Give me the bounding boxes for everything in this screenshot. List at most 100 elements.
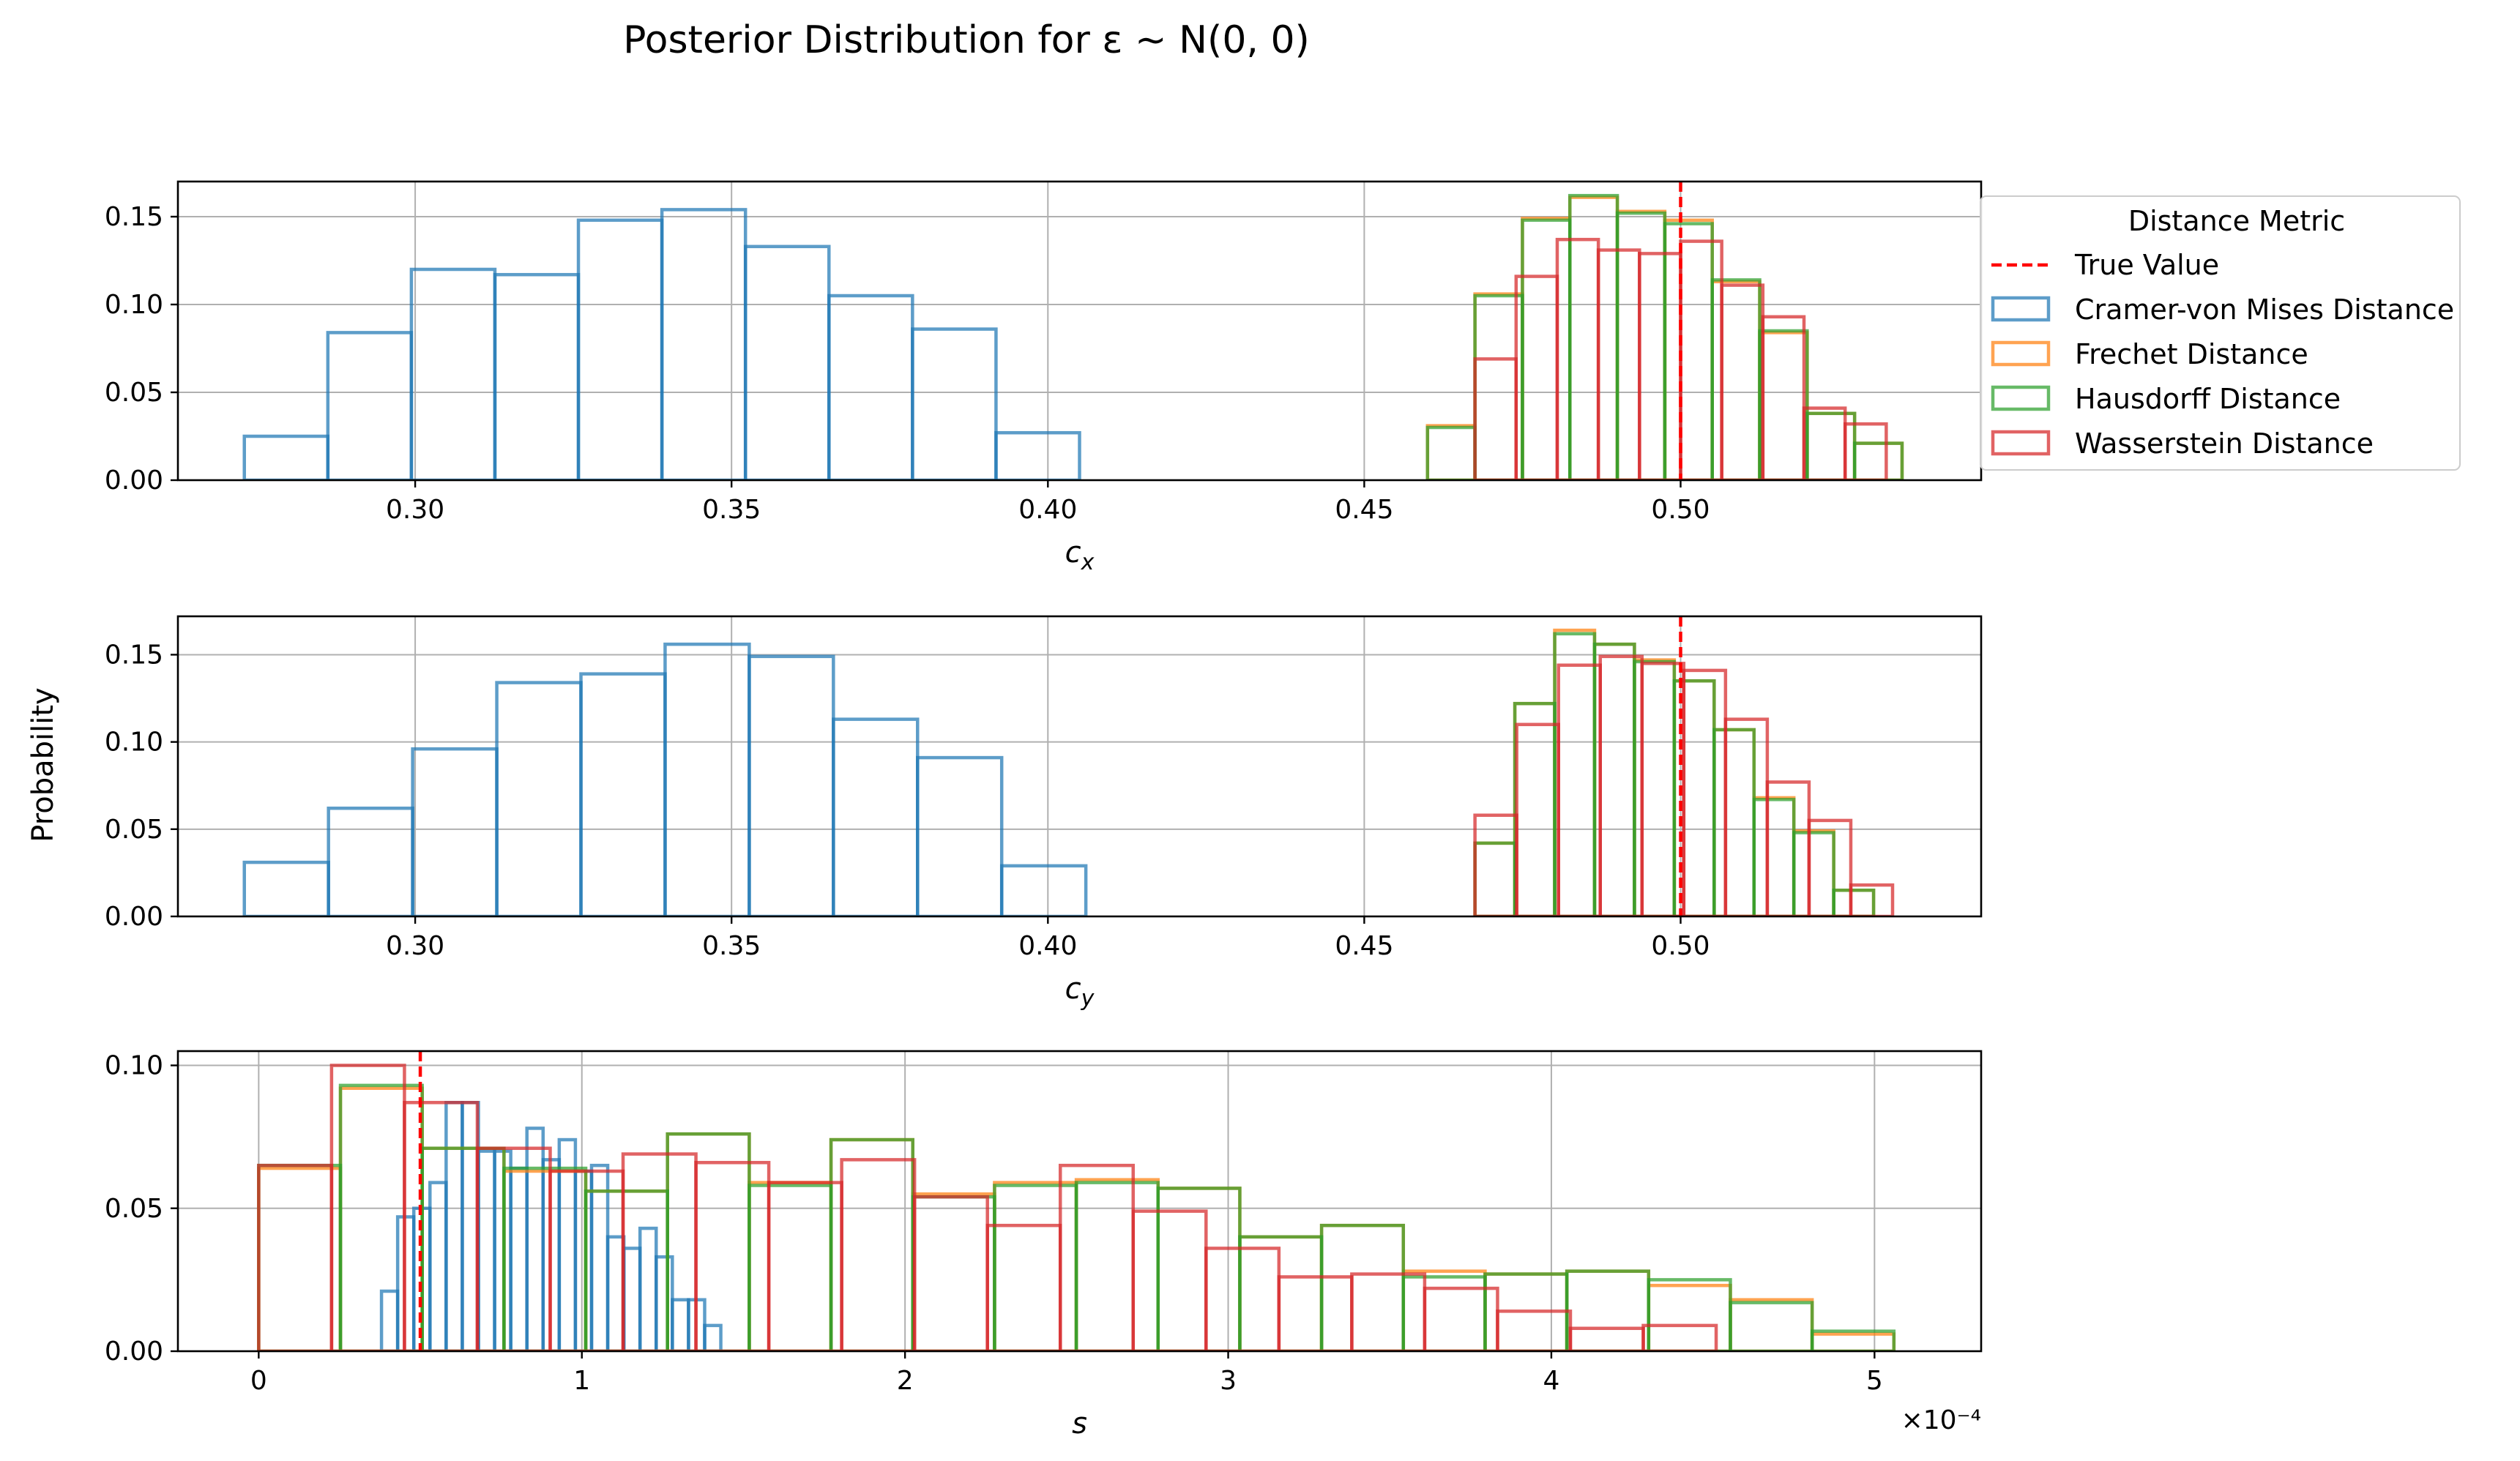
histogram-bar [1710, 278, 1762, 480]
figure-title: Posterior Distribution for ε ~ N(0, 0) [623, 18, 1310, 62]
histogram-bar [1641, 1323, 1718, 1351]
histogram-bar [1710, 280, 1762, 480]
histogram-bar [1555, 237, 1600, 480]
histogram-bar [666, 1132, 751, 1351]
histogram-bar [621, 1152, 698, 1351]
histogram-bar [257, 1163, 343, 1351]
histogram-bar [1513, 701, 1557, 916]
legend-label: Hausdorff Distance [2075, 383, 2341, 415]
y-tick-label: 0.05 [105, 1194, 163, 1224]
legend-entry: Cramer-von Mises Distance [1991, 294, 2454, 326]
histogram-bar [1720, 283, 1765, 480]
legend-entries: True Value Cramer-von Mises Distance Frech… [1991, 249, 2454, 460]
histogram-bar [999, 864, 1088, 916]
x-tick-label: 0 [250, 1366, 267, 1396]
legend-entry: Wasserstein Distance [1991, 427, 2374, 460]
histogram-bar [660, 208, 748, 480]
histogram-bar [666, 1132, 751, 1351]
panel-1: 0.30 0.35 0.40 0.45 0.50 0.00 0.05 0.10 0.15 cx [105, 180, 1983, 575]
x-tick-label: 5 [1866, 1366, 1883, 1396]
x-tick-label: 0.45 [1335, 495, 1393, 525]
histogram-bar [916, 755, 1004, 916]
histogram-bar [1058, 1163, 1136, 1351]
histogram-bar [1473, 841, 1517, 916]
y-tick-label: 0.10 [105, 290, 163, 320]
histogram-bar [1852, 441, 1904, 480]
x-tick-label: 0.35 [702, 931, 761, 961]
histogram-bar [379, 1289, 400, 1351]
panel-2: 0.30 0.35 0.40 0.45 0.50 0.00 0.05 0.10 0.15 cy [105, 615, 1983, 1012]
histogram-bar [1729, 1298, 1814, 1351]
y-tick-label: 0.10 [105, 728, 163, 758]
histogram-bar [1074, 1178, 1160, 1351]
histogram-bar [1204, 1247, 1281, 1351]
x-tick-label: 0.50 [1651, 931, 1710, 961]
histogram-bar [911, 327, 998, 480]
histogram-bar [1425, 425, 1477, 480]
histogram-bar [579, 672, 667, 916]
histogram-bar [1647, 1278, 1732, 1351]
x-tick-label: 0.50 [1651, 495, 1710, 525]
histogram-bar [985, 1223, 1062, 1351]
histogram-bar [1682, 668, 1728, 916]
histogram-bar [1553, 632, 1597, 916]
histogram-bar [993, 1184, 1078, 1351]
histogram-bar [444, 1101, 464, 1351]
histogram-bar [703, 1323, 723, 1351]
histogram-bar [576, 218, 664, 480]
histogram-bar [1729, 1301, 1814, 1351]
histogram-bar [840, 1158, 917, 1351]
x-axis-label: cy [1065, 972, 1095, 1012]
histogram-bar [655, 1255, 674, 1351]
histogram-bar [1473, 841, 1517, 916]
histogram-bar [1663, 218, 1714, 480]
histogram-bar [1238, 1235, 1324, 1351]
histogram-bar [1513, 701, 1557, 916]
histogram-bar [257, 1166, 343, 1351]
histogram-bar [911, 1195, 996, 1351]
legend-box-swatch [1991, 340, 2051, 367]
legend-label: Wasserstein Distance [2075, 427, 2374, 460]
histogram-bar [994, 430, 1081, 480]
histogram-bar [827, 294, 914, 480]
histogram-bar [1752, 796, 1796, 916]
y-tick-label: 0.15 [105, 640, 163, 670]
histogram-bar [1832, 888, 1876, 916]
histogram-bar [1553, 628, 1597, 916]
histogram-bar [1792, 831, 1835, 916]
histogram-bar [1521, 218, 1572, 480]
x-axis-label: cx [1065, 536, 1095, 575]
legend-box [1980, 195, 2461, 471]
histogram-bars [242, 193, 1904, 480]
legend-box-swatch [1991, 296, 2051, 322]
histogram-bar [493, 272, 581, 480]
histogram-bar [1277, 1275, 1354, 1351]
histogram-bar [1473, 357, 1518, 480]
histogram-bar [1425, 424, 1477, 480]
histogram-bar [573, 1169, 594, 1351]
legend-label: Frechet Distance [2075, 338, 2308, 370]
histogram-bar [1761, 315, 1806, 480]
histogram-bar [411, 747, 499, 916]
histogram-bar [1712, 728, 1756, 916]
legend-entry: Hausdorff Distance [1991, 383, 2341, 415]
histogram-bar [1712, 728, 1756, 916]
histogram-bars [242, 628, 1895, 916]
legend: Distance Metric True Value Cramer-von Mis… [1980, 195, 2461, 471]
y-tick-label: 0.00 [105, 1337, 163, 1367]
histogram-bar [1765, 780, 1811, 916]
histogram-bar [1663, 222, 1714, 480]
x-tick-label: 0.40 [1018, 931, 1077, 961]
x-tick-label: 0.30 [386, 495, 444, 525]
histogram-bar [1723, 717, 1770, 916]
histogram-bar [694, 1161, 771, 1351]
histogram-bar [1350, 1272, 1427, 1351]
histogram-bar [1640, 662, 1686, 916]
histogram-bar [1238, 1235, 1324, 1351]
legend-box-swatch [1991, 430, 2051, 456]
histogram-bar [1752, 798, 1796, 916]
legend-entry: Frechet Distance [1991, 338, 2308, 370]
histogram-bar [502, 1169, 588, 1351]
histogram-bar [1568, 1326, 1645, 1351]
x-tick-label: 0.40 [1018, 495, 1077, 525]
